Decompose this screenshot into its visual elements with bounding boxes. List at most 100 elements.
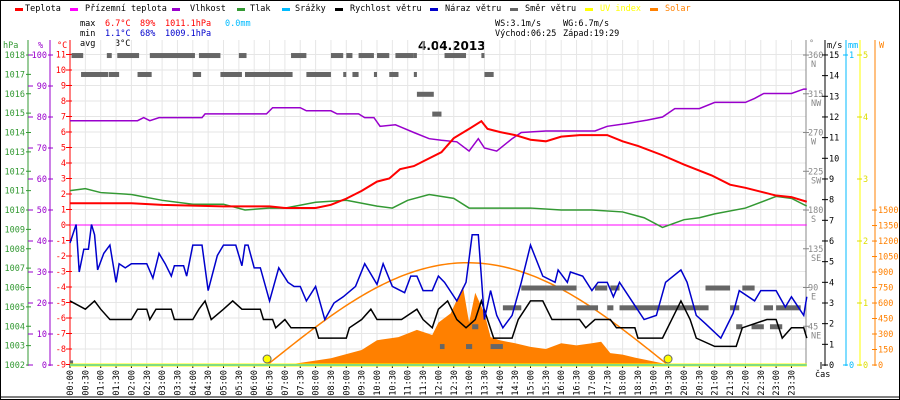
humidity-tick-label: 60	[37, 175, 47, 185]
temperature-tick-label: 5	[61, 144, 66, 154]
wind-direction-mark	[484, 71, 494, 77]
wind-tick-label: 6	[829, 237, 834, 247]
legend-swatch	[335, 8, 343, 11]
pressure-tick-label: 1011	[5, 187, 25, 197]
time-tick-label: 14:30	[511, 370, 521, 396]
time-tick-label: 17:00	[588, 370, 598, 396]
time-tick-label: 19:30	[665, 370, 675, 396]
pressure-tick-label: 1010	[5, 206, 25, 216]
legend-label: Tlak	[250, 4, 271, 14]
pressure-line	[69, 187, 808, 229]
sunrise-marker	[262, 354, 272, 364]
x-axis-label: čas	[815, 369, 830, 380]
wind-direction-mark	[432, 111, 442, 117]
pressure-tick-label: 1003	[5, 342, 25, 352]
time-tick-label: 08:30	[327, 370, 337, 396]
time-tick-label: 13:30	[480, 370, 490, 396]
stats-max-pressure: 1011.1hPa	[165, 19, 212, 29]
time-tick-label: 10:30	[388, 370, 398, 396]
wind-direction-mark	[742, 285, 755, 291]
time-tick-label: 15:30	[542, 370, 552, 396]
time-tick-label: 20:00	[680, 370, 690, 396]
wind-direction-mark	[736, 324, 743, 330]
pressure-tick-label: 1002	[5, 361, 25, 371]
wind-tick-label: 5	[829, 258, 834, 268]
direction-tick-label: 270	[808, 129, 823, 139]
wind-tick-label: 7	[829, 216, 834, 226]
solar-tick-label: 300	[878, 330, 893, 340]
pressure-tick-label: 1013	[5, 148, 25, 158]
time-tick-label: 09:00	[342, 370, 352, 396]
wind-tick-label: 1	[829, 340, 834, 350]
sunset-marker	[663, 354, 673, 364]
wind-direction-mark	[198, 53, 221, 59]
solar-tick-label: 900	[878, 268, 893, 278]
direction-tick-label: 360	[808, 51, 823, 61]
solar-tick-label: 600	[878, 299, 893, 309]
compass-label: N	[811, 60, 816, 70]
rain-tick-label: 1	[849, 51, 854, 61]
legend-swatch	[15, 8, 23, 11]
wind-direction-mark	[594, 285, 608, 291]
humidity-line	[70, 88, 807, 153]
wind-direction-mark	[769, 324, 783, 330]
wind-direction-mark	[149, 53, 195, 59]
wind-tick-label: 3	[829, 299, 834, 309]
wind-direction-mark	[776, 305, 801, 311]
legend-label: Srážky	[295, 4, 326, 14]
legend-label: Vlhkost	[190, 4, 226, 14]
time-tick-label: 07:00	[281, 370, 291, 396]
temperature-tick-label: 11	[56, 51, 66, 61]
sunset-time: Západ:19:29	[563, 29, 620, 39]
wind-tick-label: 13	[829, 92, 839, 102]
temperature-tick-label: 9	[61, 82, 66, 92]
wind-direction-mark	[481, 53, 485, 59]
direction-axis-unit: °	[809, 39, 814, 49]
rain-tick-label: 0	[849, 361, 854, 371]
time-tick-label: 06:30	[266, 370, 276, 396]
uv-tick-label: 3	[863, 175, 868, 185]
wind-direction-mark	[610, 285, 620, 291]
wind-direction-mark	[439, 344, 445, 350]
wind-gust-line	[69, 224, 808, 340]
temperature-tick-label: -8	[56, 345, 66, 355]
solar-tick-label: 1050	[878, 253, 898, 263]
uv-tick-label: 1	[863, 299, 868, 309]
time-tick-label: 20:30	[695, 370, 705, 396]
compass-label: E	[811, 293, 816, 303]
wind-direction-mark	[416, 91, 434, 97]
direction-tick-label: 180	[808, 206, 823, 216]
pressure-tick-label: 1012	[5, 167, 25, 177]
legend-label: Solar	[665, 4, 691, 14]
stats-min-humidity: 68%	[140, 29, 156, 39]
temperature-tick-label: -1	[56, 237, 66, 247]
pressure-tick-label: 1018	[5, 51, 25, 61]
solar-tick-label: 1200	[878, 237, 898, 247]
direction-tick-label: 45	[808, 322, 818, 332]
time-tick-label: 22:30	[757, 370, 767, 396]
time-tick-label: 17:30	[603, 370, 613, 396]
legend-swatch	[510, 8, 518, 11]
wind-direction-mark	[607, 305, 614, 311]
wind-tick-label: 9	[829, 175, 834, 185]
time-tick-label: 00:30	[81, 370, 91, 396]
wind-direction-mark	[373, 71, 377, 77]
uv-tick-label: 0	[863, 361, 868, 371]
time-tick-label: 18:00	[619, 370, 629, 396]
stats-max-temp: 6.7°C	[105, 19, 131, 29]
solar-tick-label: 150	[878, 346, 893, 356]
wind-direction-mark	[413, 53, 417, 59]
humidity-tick-label: 80	[37, 113, 47, 123]
time-tick-label: 12:30	[450, 370, 460, 396]
wind-direction-mark	[413, 71, 417, 77]
temperature-tick-label: 8	[61, 97, 66, 107]
wind-direction-mark	[502, 305, 522, 311]
legend-label: Rychlost větru	[350, 4, 422, 14]
wind-speed-stat: WS:3.1m/s	[495, 19, 542, 29]
wind-direction-mark	[71, 53, 84, 59]
wind-direction-mark	[763, 305, 774, 311]
time-tick-label: 11:30	[419, 370, 429, 396]
time-tick-label: 21:30	[726, 370, 736, 396]
legend-swatch	[70, 8, 78, 11]
solar-tick-label: 1500	[878, 206, 898, 216]
